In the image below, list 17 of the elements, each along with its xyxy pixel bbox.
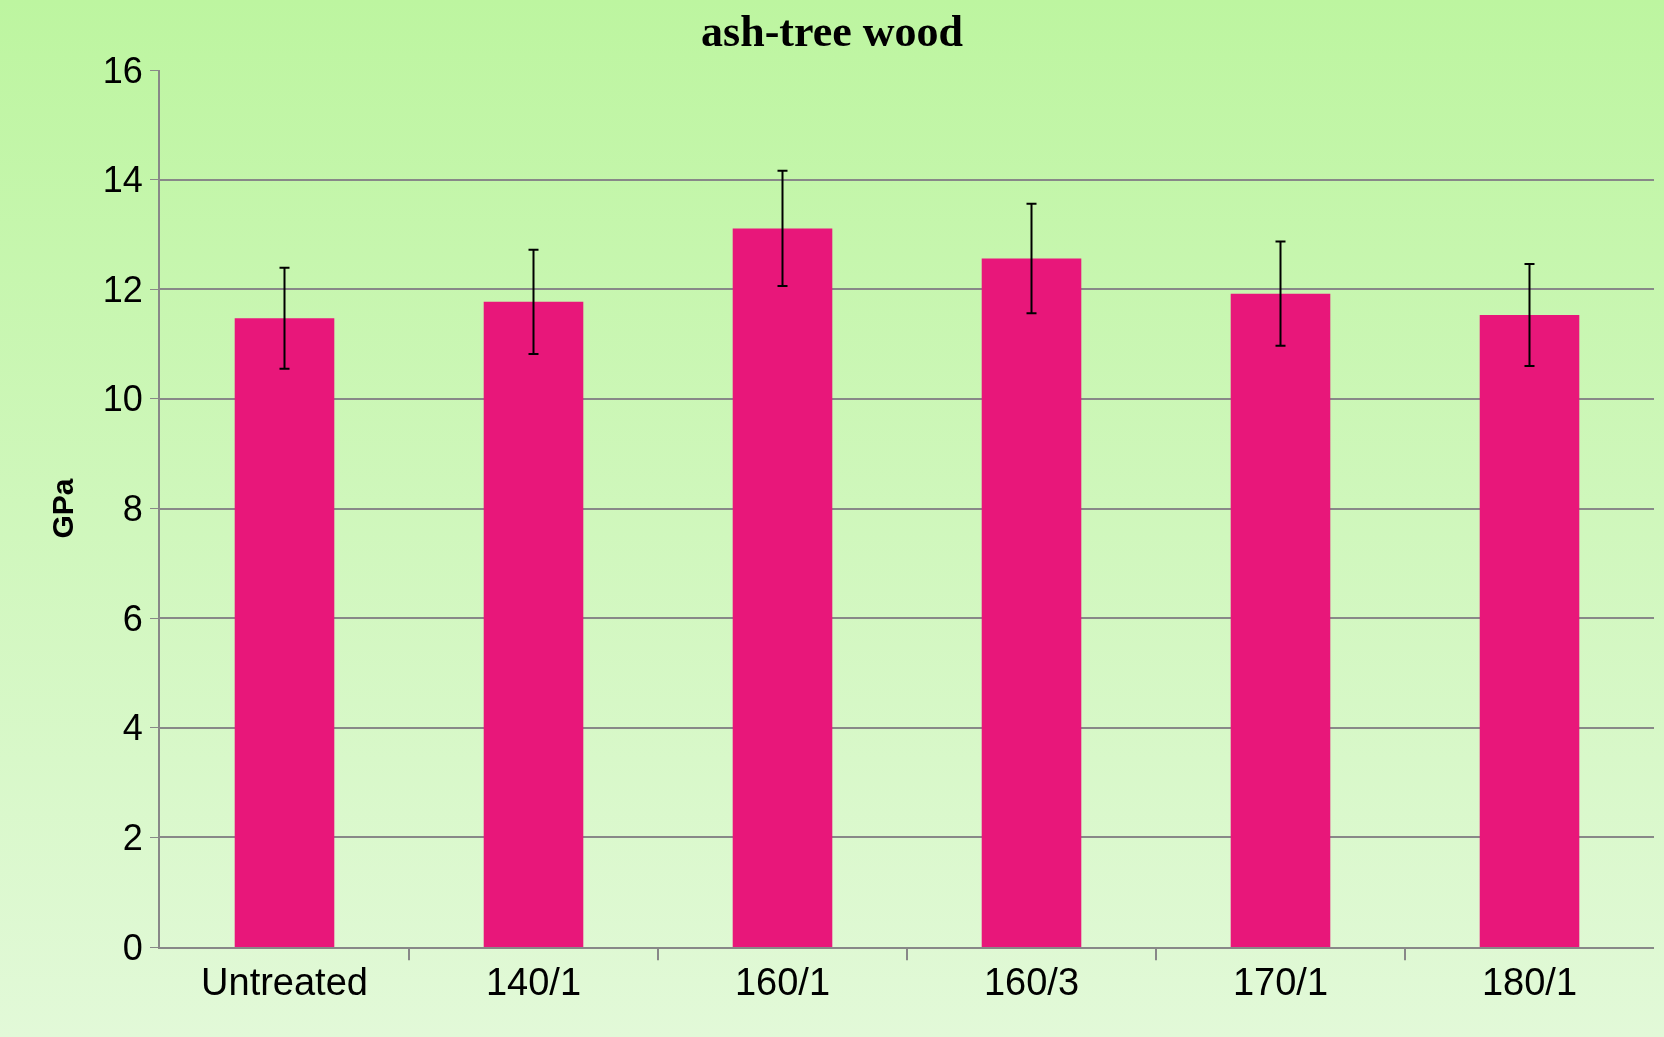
x-tick-label: 170/1 bbox=[1232, 960, 1329, 1003]
x-tick-label: 140/1 bbox=[485, 960, 582, 1003]
x-tick-label: 160/3 bbox=[983, 960, 1080, 1003]
y-tick-label: 6 bbox=[122, 597, 143, 639]
x-tick-label: 160/1 bbox=[734, 960, 831, 1003]
y-tick-label: 4 bbox=[122, 707, 143, 749]
y-axis-title: GPa bbox=[46, 478, 80, 539]
chart-title: ash-tree wood bbox=[701, 7, 963, 57]
y-tick-label: 12 bbox=[102, 268, 143, 310]
y-tick-label: 14 bbox=[102, 159, 143, 201]
y-tick-label: 10 bbox=[102, 378, 143, 420]
y-tick-label: 2 bbox=[122, 816, 143, 858]
y-tick-label: 0 bbox=[122, 926, 143, 968]
x-tick-label: 180/1 bbox=[1481, 960, 1578, 1003]
y-tick-label: 8 bbox=[122, 488, 143, 530]
x-tick-label: Untreated bbox=[201, 960, 368, 1003]
y-tick-label: 16 bbox=[102, 49, 143, 91]
